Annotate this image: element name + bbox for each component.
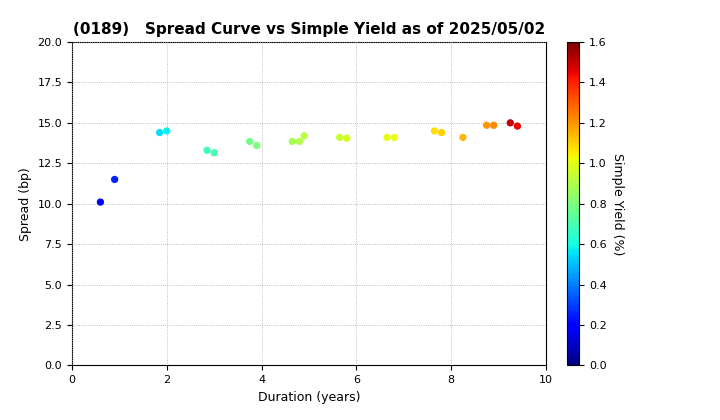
Point [488,122,500,129]
Point [481,122,492,129]
Y-axis label: Spread (bp): Spread (bp) [19,167,32,241]
Point [251,142,263,149]
Point [287,138,298,145]
X-axis label: Duration (years): Duration (years) [258,391,360,404]
Point [294,138,305,145]
Point [109,176,120,183]
Point [436,129,447,136]
Y-axis label: Simple Yield (%): Simple Yield (%) [611,152,624,255]
Point [161,128,173,134]
Point [505,119,516,126]
Title: (0189)   Spread Curve vs Simple Yield as of 2025/05/02: (0189) Spread Curve vs Simple Yield as o… [73,22,545,37]
Point [208,150,220,156]
Point [341,135,353,142]
Point [457,134,469,141]
Point [244,138,256,145]
Point [202,147,213,154]
Point [334,134,346,141]
Point [154,129,166,136]
Point [512,123,523,129]
Point [94,199,106,205]
Point [298,132,310,139]
Point [428,128,440,134]
Point [382,134,393,141]
Point [388,134,400,141]
